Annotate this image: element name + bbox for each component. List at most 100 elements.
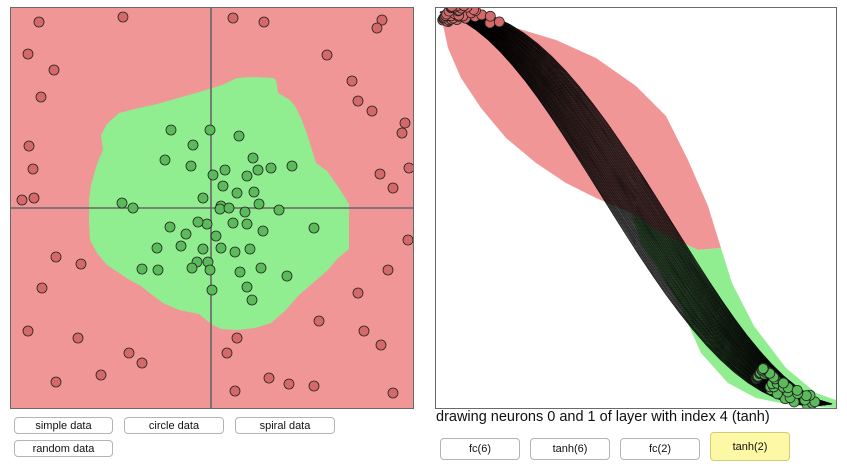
red-data-point <box>352 95 364 107</box>
red-data-point <box>396 127 408 139</box>
green-data-point <box>219 164 231 176</box>
mesh-line <box>439 11 833 406</box>
mesh-line <box>439 11 833 405</box>
layer-button-tanh-2[interactable]: tanh(2) <box>710 432 790 461</box>
green-data-point <box>116 197 128 209</box>
red-data-point <box>375 339 387 351</box>
green-data-point <box>227 217 239 229</box>
green-data-point <box>175 240 187 252</box>
green-data-point <box>233 130 245 142</box>
red-data-point <box>50 251 62 263</box>
green-data-point <box>136 263 148 275</box>
transformed-green-point <box>791 384 803 396</box>
layer-button-fc-2[interactable]: fc(2) <box>620 438 700 460</box>
green-data-point <box>241 281 253 293</box>
green-data-point <box>253 198 265 210</box>
green-data-point <box>286 160 298 172</box>
simple-data-button[interactable]: simple data <box>14 417 113 434</box>
mesh-line <box>439 11 833 406</box>
red-data-point <box>48 64 60 76</box>
green-data-point <box>281 270 293 282</box>
green-data-point <box>239 206 251 218</box>
circle-data-button[interactable]: circle data <box>124 417 224 434</box>
green-data-point <box>164 221 176 233</box>
green-data-point <box>127 202 139 214</box>
red-data-point <box>376 14 388 26</box>
red-data-point <box>358 325 370 337</box>
mesh-line <box>439 11 833 406</box>
data-points <box>16 11 413 399</box>
mesh-line <box>439 11 832 405</box>
red-data-point <box>35 91 47 103</box>
neuron-activation-canvas[interactable] <box>435 7 837 409</box>
red-data-point <box>123 347 135 359</box>
transformed-green-point <box>757 363 769 374</box>
mesh-line <box>439 11 833 405</box>
red-data-point <box>258 16 270 28</box>
mesh-line <box>439 10 833 405</box>
green-data-point <box>246 294 258 306</box>
mesh-line <box>439 11 833 405</box>
red-data-point <box>321 49 333 61</box>
red-data-point <box>313 315 325 327</box>
layer-button-tanh-6[interactable]: tanh(6) <box>530 438 610 460</box>
green-data-point <box>273 204 285 216</box>
layer-button-fc-6[interactable]: fc(6) <box>440 438 520 460</box>
red-data-point <box>23 140 35 152</box>
red-data-point <box>22 48 34 60</box>
red-data-point <box>28 192 40 204</box>
mesh-line <box>439 9 833 405</box>
mesh-line <box>439 11 833 407</box>
green-data-point <box>180 228 192 240</box>
green-data-point <box>206 284 218 296</box>
mesh-line <box>439 11 833 406</box>
red-data-point <box>227 12 239 24</box>
red-data-point <box>346 75 358 87</box>
green-data-point <box>229 246 241 258</box>
mesh-line <box>439 11 833 407</box>
red-data-point <box>22 325 34 337</box>
mesh-line <box>439 11 833 405</box>
green-data-point <box>197 243 209 255</box>
red-data-point <box>229 385 241 397</box>
green-data-point <box>248 186 260 198</box>
red-data-point <box>16 194 28 206</box>
mesh-line <box>439 11 833 405</box>
green-data-point <box>186 262 198 274</box>
red-data-point <box>75 258 87 270</box>
transformed-data-points <box>437 8 821 408</box>
red-data-point <box>403 162 413 174</box>
green-data-point <box>151 242 163 254</box>
mesh-line <box>439 11 833 405</box>
red-data-point <box>352 287 364 299</box>
green-data-point <box>204 124 216 136</box>
green-data-point <box>187 139 199 151</box>
green-data-point <box>165 124 177 136</box>
green-data-point <box>185 160 197 172</box>
mesh-line <box>439 11 833 406</box>
layer-caption: drawing neurons 0 and 1 of layer with in… <box>436 409 770 425</box>
red-data-point <box>387 182 399 194</box>
green-data-point <box>207 169 219 181</box>
random-data-button[interactable]: random data <box>14 440 113 457</box>
mesh-line <box>439 11 833 405</box>
mesh-line <box>439 11 833 405</box>
spiral-data-button[interactable]: spiral data <box>235 417 335 434</box>
mesh-line <box>439 10 833 405</box>
green-data-point <box>201 218 213 230</box>
decision-boundary-canvas[interactable] <box>10 7 414 409</box>
red-data-point <box>95 369 107 381</box>
green-data-point <box>231 187 243 199</box>
mesh-line <box>439 11 833 405</box>
red-data-point <box>117 11 129 23</box>
mesh-line <box>439 11 833 406</box>
red-data-point <box>371 22 383 34</box>
green-data-point <box>234 266 246 278</box>
transformed-red-point <box>484 10 496 22</box>
green-data-point <box>241 170 253 182</box>
mesh-line <box>439 11 833 406</box>
red-data-point <box>72 332 84 344</box>
green-data-point <box>265 162 277 174</box>
red-data-point <box>399 117 411 129</box>
mesh-line <box>439 10 833 405</box>
